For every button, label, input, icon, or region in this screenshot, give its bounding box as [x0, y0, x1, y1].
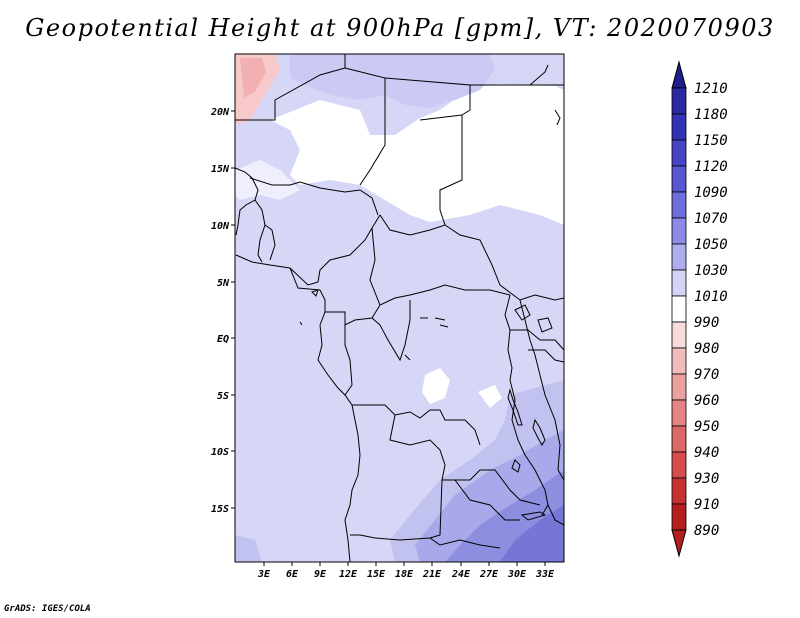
colorbar-segment [671, 243, 687, 271]
latitude-axis: 20N 15N 10N 5N EQ 5S 10S 15S [210, 107, 235, 515]
colorbar-segment [671, 373, 687, 401]
colorbar-segment [671, 503, 687, 531]
high-region-north-top [290, 54, 495, 108]
colorbar-segment [671, 217, 687, 245]
lon-label: 9E [314, 569, 327, 580]
map-title: Geopotential Height at 900hPa [gpm], VT:… [25, 14, 775, 42]
colorbar-segment [671, 451, 687, 479]
lon-label: 30E [507, 569, 527, 580]
lat-label: 5S [217, 391, 229, 402]
lat-label: 15S [211, 504, 229, 515]
colorbar-label: 930 [694, 471, 719, 487]
colorbar-label: 1050 [694, 237, 728, 253]
colorbar-segment [671, 477, 687, 505]
country-borders [235, 54, 564, 562]
colorbar-segment [671, 425, 687, 453]
longitude-axis: 3E 6E 9E 12E 15E 18E 21E 24E 27E 30E 33E [257, 562, 555, 580]
lon-label: 24E [451, 569, 471, 580]
colorbar-segment [671, 347, 687, 375]
white-region-congo [422, 368, 450, 404]
colorbar-label: 1180 [694, 107, 728, 123]
lon-label: 3E [257, 569, 271, 580]
lat-label: 10N [211, 221, 230, 232]
lat-label: 10S [211, 447, 229, 458]
colorbar-label: 1010 [694, 289, 728, 305]
low-height-northwest2 [240, 58, 266, 98]
colorbar-segment [671, 191, 687, 219]
colorbar-segment [671, 321, 687, 349]
colorbar-segment [671, 399, 687, 427]
colorbar-label: 1090 [694, 185, 728, 201]
lon-label: 15E [367, 569, 386, 580]
lat-label: EQ [217, 334, 229, 345]
colorbar-label: 940 [694, 445, 719, 461]
colorbar-label: 990 [694, 315, 719, 331]
colorbar: 1210 1180 1150 1120 1090 1070 1050 1030 1010 990 9… [671, 60, 728, 558]
colorbar-label: 910 [694, 497, 719, 513]
colorbar-label: 960 [694, 393, 719, 409]
colorbar-segment [671, 113, 687, 141]
colorbar-arrow-top [671, 60, 687, 89]
colorbar-label: 1030 [694, 263, 728, 279]
colorbar-label: 980 [694, 341, 719, 357]
map-frame [234, 53, 565, 563]
lon-label: 18E [395, 569, 414, 580]
colorbar-label: 1070 [694, 211, 728, 227]
lon-label: 12E [339, 569, 358, 580]
lat-label: 20N [210, 107, 230, 118]
colorbar-segment [671, 165, 687, 193]
lat-label: 5N [217, 278, 230, 289]
colorbar-label: 890 [694, 523, 719, 539]
colorbar-segment [671, 295, 687, 323]
colorbar-label: 970 [694, 367, 719, 383]
colorbar-segment [671, 269, 687, 297]
colorbar-label: 1210 [694, 81, 728, 97]
colorbar-label: 1120 [694, 159, 728, 175]
lat-label: 15N [211, 164, 230, 175]
white-region-congo2 [478, 385, 502, 408]
white-region-sahel-west [235, 160, 300, 200]
map-panel [235, 54, 564, 562]
colorbar-arrow-bottom [671, 529, 687, 558]
lon-label: 33E [535, 569, 555, 580]
lon-label: 21E [422, 569, 442, 580]
lon-label: 27E [479, 569, 499, 580]
colorbar-label: 1150 [694, 133, 728, 149]
credit-label: GrADS: IGES/COLA [4, 604, 91, 614]
lon-label: 6E [286, 569, 299, 580]
colorbar-label: 950 [694, 419, 719, 435]
colorbar-segment [671, 87, 687, 115]
high-region-south-east-4 [500, 505, 564, 562]
high-region-southwest [235, 535, 262, 562]
white-region-north [270, 84, 564, 225]
colorbar-segment [671, 139, 687, 167]
